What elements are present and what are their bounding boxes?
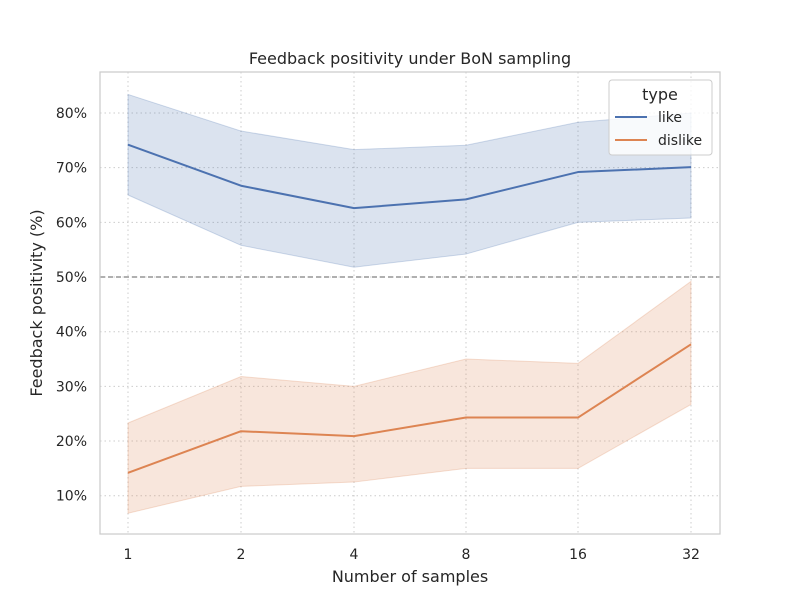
y-tick-label: 50% bbox=[56, 270, 87, 286]
series-lines bbox=[127, 143, 692, 474]
y-tick-label: 70% bbox=[56, 161, 87, 177]
chart-title: Feedback positivity under BoN sampling bbox=[249, 49, 571, 68]
y-tick-label: 20% bbox=[56, 434, 87, 450]
legend: type like dislike bbox=[608, 79, 713, 156]
x-tick-label: 1 bbox=[124, 547, 133, 563]
y-tick-label: 40% bbox=[56, 325, 87, 341]
y-tick-label: 80% bbox=[56, 106, 87, 122]
legend-label-like: like bbox=[658, 110, 682, 126]
x-tick-label: 4 bbox=[350, 547, 359, 563]
x-tick-label: 2 bbox=[237, 547, 246, 563]
confidence-band-like bbox=[127, 93, 692, 268]
series-line-like bbox=[127, 143, 692, 210]
series-line-dislike bbox=[127, 343, 692, 474]
y-tick-label: 30% bbox=[56, 379, 87, 395]
x-axis-label: Number of samples bbox=[332, 567, 488, 586]
y-tick-labels: 10% 20% 30% 40% 50% 60% 70% 80% bbox=[56, 106, 87, 505]
x-tick-label: 8 bbox=[462, 547, 471, 563]
legend-label-dislike: dislike bbox=[658, 133, 702, 149]
legend-title: type bbox=[642, 85, 678, 104]
confidence-bands bbox=[127, 93, 692, 514]
confidence-band-dislike bbox=[127, 280, 692, 514]
legend-box bbox=[608, 79, 713, 156]
y-axis-label: Feedback positivity (%) bbox=[27, 209, 46, 396]
x-tick-label: 16 bbox=[569, 547, 587, 563]
x-tick-label: 32 bbox=[682, 547, 700, 563]
plot-frame bbox=[99, 71, 721, 535]
y-tick-label: 60% bbox=[56, 215, 87, 231]
x-tick-labels: 1 2 4 8 16 32 bbox=[124, 547, 700, 563]
y-tick-label: 10% bbox=[56, 489, 87, 505]
